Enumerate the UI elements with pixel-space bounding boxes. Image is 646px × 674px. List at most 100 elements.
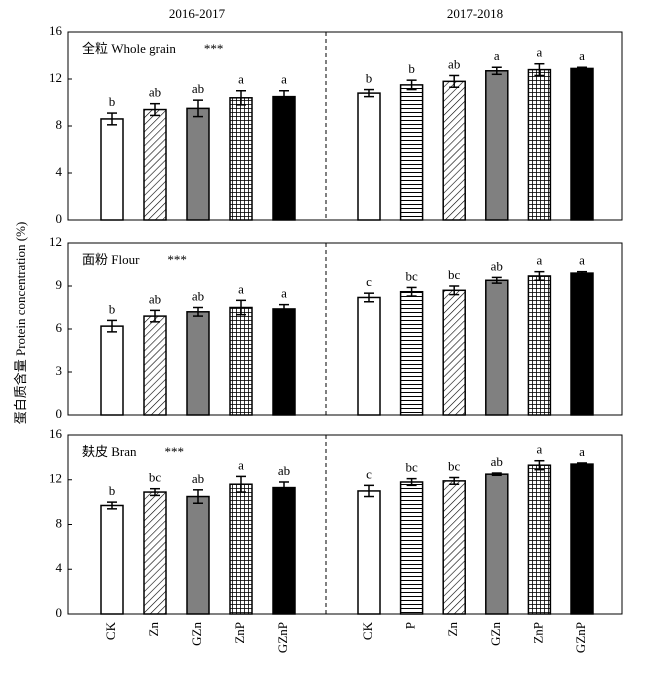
bar xyxy=(100,325,124,416)
significance-letter: ab xyxy=(278,463,290,478)
panel-title: 面粉 Flour xyxy=(82,252,140,267)
y-tick-label: 3 xyxy=(56,363,63,378)
x-tick-label: GZnP xyxy=(573,622,588,653)
significance-letter: bc xyxy=(448,458,461,473)
bar xyxy=(100,504,124,615)
significance: *** xyxy=(167,252,187,267)
bar xyxy=(485,70,509,221)
significance-letter: ab xyxy=(149,291,161,306)
significance-letter: a xyxy=(281,286,287,301)
significance-letter: ab xyxy=(192,81,204,96)
significance-letter: b xyxy=(408,61,415,76)
bar xyxy=(527,464,552,615)
significance-letter: a xyxy=(579,444,585,459)
y-tick-label: 8 xyxy=(56,515,63,530)
significance-letter: b xyxy=(366,71,373,86)
x-tick-label: ZnP xyxy=(232,622,247,644)
bar xyxy=(186,495,210,615)
y-tick-label: 4 xyxy=(56,560,63,575)
x-tick-label: ZnP xyxy=(530,622,545,644)
bar xyxy=(186,311,210,416)
bar xyxy=(229,306,253,416)
x-tick-label: CK xyxy=(360,621,375,640)
bar xyxy=(272,308,296,416)
significance: *** xyxy=(204,41,224,56)
bar xyxy=(143,315,167,416)
period-label: 2016-2017 xyxy=(169,6,226,21)
x-tick-label: Zn xyxy=(445,622,460,637)
bar xyxy=(485,473,509,615)
y-tick-label: 0 xyxy=(56,211,63,226)
bar xyxy=(272,486,296,615)
bar xyxy=(357,92,381,221)
y-tick-label: 4 xyxy=(56,164,63,179)
bar xyxy=(143,108,167,221)
panel-title: 全粒 Whole grain xyxy=(82,41,176,56)
significance-letter: bc xyxy=(448,267,461,282)
bar xyxy=(399,290,424,416)
period-label: 2017-2018 xyxy=(447,6,503,21)
bar xyxy=(100,118,124,221)
y-tick-label: 12 xyxy=(49,70,62,85)
x-tick-label: GZn xyxy=(189,622,204,646)
significance-letter: bc xyxy=(405,268,418,283)
significance-letter: bc xyxy=(405,460,418,475)
significance-letter: a xyxy=(238,281,244,296)
panel-title: 麸皮 Bran xyxy=(82,444,137,459)
significance-letter: b xyxy=(109,483,116,498)
significance-letter: a xyxy=(537,253,543,268)
significance-letter: ab xyxy=(192,471,204,486)
significance-letter: ab xyxy=(149,85,161,100)
significance-letter: bc xyxy=(149,470,162,485)
y-tick-label: 0 xyxy=(56,406,63,421)
significance: *** xyxy=(165,444,185,459)
bar xyxy=(357,296,381,416)
y-tick-label: 12 xyxy=(49,471,62,486)
significance-letter: a xyxy=(238,457,244,472)
significance-letter: a xyxy=(238,72,244,87)
bar xyxy=(186,107,210,221)
significance-letter: ab xyxy=(491,258,503,273)
x-tick-label: Zn xyxy=(146,622,161,637)
bar xyxy=(570,272,594,416)
bar xyxy=(143,491,167,615)
y-tick-label: 6 xyxy=(56,320,63,335)
bar xyxy=(229,483,253,615)
bar xyxy=(229,97,253,221)
y-tick-label: 8 xyxy=(56,117,63,132)
bar xyxy=(399,481,424,615)
x-tick-label: GZn xyxy=(488,622,503,646)
significance-letter: a xyxy=(537,442,543,457)
significance-letter: ab xyxy=(448,56,460,71)
y-tick-label: 16 xyxy=(49,426,63,441)
bar xyxy=(570,67,594,221)
y-tick-label: 16 xyxy=(49,23,63,38)
bar xyxy=(357,490,381,615)
bar xyxy=(570,463,594,615)
significance-letter: c xyxy=(366,274,372,289)
significance-letter: a xyxy=(537,45,543,60)
bar xyxy=(442,80,466,221)
x-tick-label: P xyxy=(403,622,418,629)
significance-letter: a xyxy=(579,48,585,63)
significance-letter: a xyxy=(579,253,585,268)
significance-letter: a xyxy=(281,72,287,87)
bar xyxy=(442,480,466,615)
y-tick-label: 12 xyxy=(49,234,62,249)
significance-letter: b xyxy=(109,94,116,109)
x-tick-label: CK xyxy=(103,621,118,640)
y-axis-label: 蛋白质含量 Protein concentration (%) xyxy=(13,222,28,425)
significance-letter: ab xyxy=(192,288,204,303)
bar xyxy=(272,95,296,221)
bar xyxy=(527,275,552,416)
bar xyxy=(485,279,509,416)
significance-letter: b xyxy=(109,301,116,316)
bar xyxy=(442,289,466,416)
significance-letter: a xyxy=(494,48,500,63)
significance-letter: ab xyxy=(491,454,503,469)
y-tick-label: 9 xyxy=(56,277,63,292)
x-tick-label: GZnP xyxy=(275,622,290,653)
bar xyxy=(527,68,552,221)
y-tick-label: 0 xyxy=(56,605,63,620)
